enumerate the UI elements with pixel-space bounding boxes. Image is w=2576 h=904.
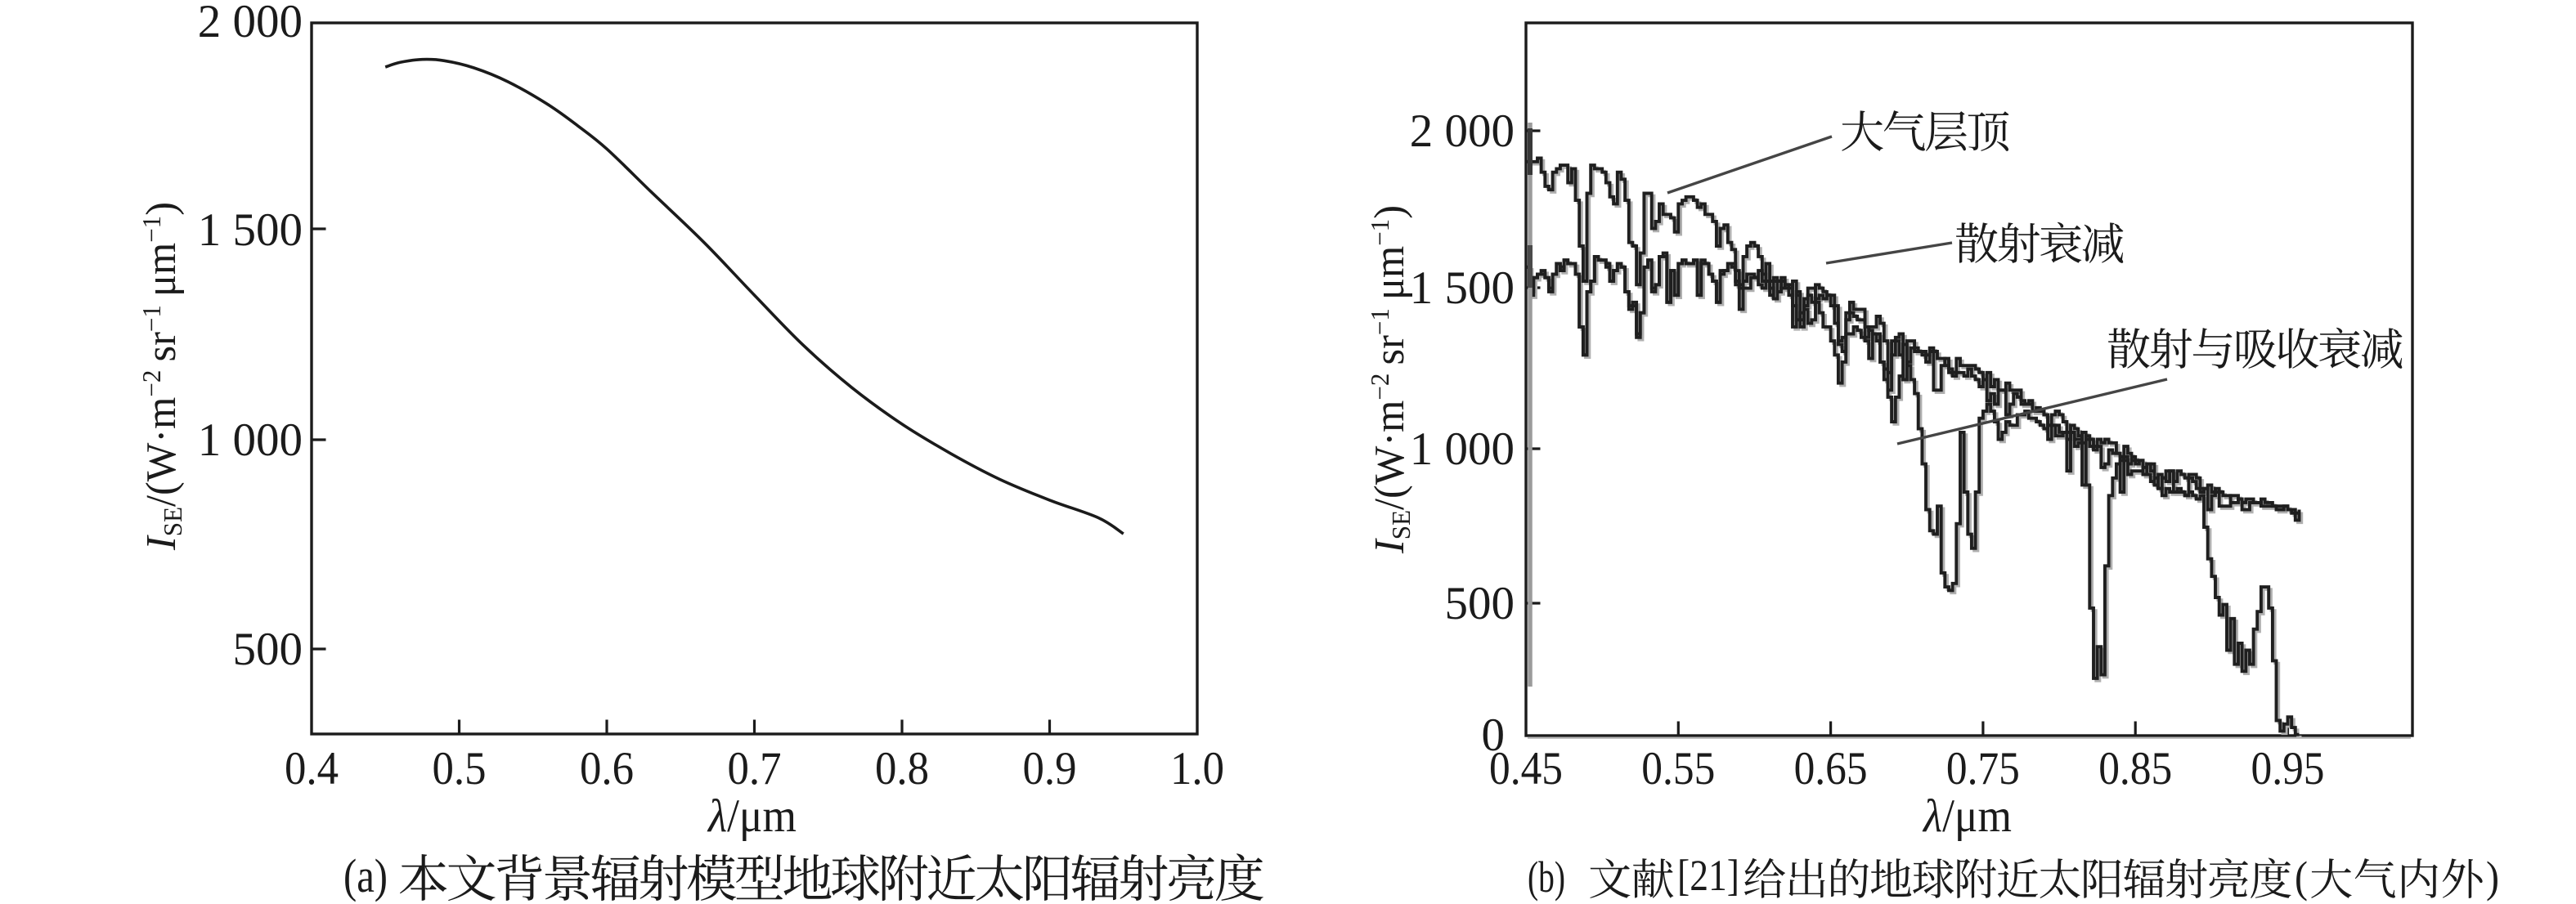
svg-text:0.5: 0.5 bbox=[433, 743, 487, 794]
svg-text:λ/μm: λ/μm bbox=[1922, 790, 2012, 842]
svg-text:0.75: 0.75 bbox=[1946, 743, 2020, 794]
svg-text:1 000: 1 000 bbox=[1410, 423, 1515, 475]
svg-text:500: 500 bbox=[1445, 578, 1515, 629]
svg-text:1.0: 1.0 bbox=[1170, 743, 1224, 794]
svg-text:0: 0 bbox=[1482, 709, 1506, 761]
svg-text:2 000: 2 000 bbox=[1410, 105, 1515, 157]
svg-text:0.7: 0.7 bbox=[728, 743, 782, 794]
svg-text:ISE/(W·m−2 sr−1 μm−1): ISE/(W·m−2 sr−1 μm−1) bbox=[137, 202, 187, 551]
svg-text:(a): (a) bbox=[343, 849, 388, 902]
svg-text:): ) bbox=[2486, 853, 2499, 902]
svg-text:1 500: 1 500 bbox=[1410, 262, 1515, 314]
svg-text:1 000: 1 000 bbox=[198, 414, 303, 466]
svg-text:0.55: 0.55 bbox=[1641, 743, 1715, 794]
svg-text:2 000: 2 000 bbox=[198, 0, 303, 47]
svg-text:(b): (b) bbox=[1528, 853, 1565, 902]
svg-text:0.9: 0.9 bbox=[1023, 743, 1077, 794]
svg-text:0.85: 0.85 bbox=[2098, 743, 2172, 794]
svg-text:ISE/(W·m−2 sr−1 μm−1): ISE/(W·m−2 sr−1 μm−1) bbox=[1365, 205, 1416, 554]
svg-text:1 500: 1 500 bbox=[198, 204, 303, 256]
svg-text:0.6: 0.6 bbox=[580, 743, 634, 794]
svg-text:0.95: 0.95 bbox=[2251, 743, 2325, 794]
svg-text:(: ( bbox=[2295, 853, 2308, 902]
svg-text:0.4: 0.4 bbox=[285, 743, 339, 794]
svg-text:0.8: 0.8 bbox=[875, 743, 929, 794]
svg-text:[21]: [21] bbox=[1677, 851, 1739, 900]
svg-text:0.65: 0.65 bbox=[1794, 743, 1868, 794]
svg-text:500: 500 bbox=[233, 624, 303, 675]
svg-text:0.45: 0.45 bbox=[1489, 743, 1563, 794]
svg-text:λ/μm: λ/μm bbox=[707, 790, 797, 842]
